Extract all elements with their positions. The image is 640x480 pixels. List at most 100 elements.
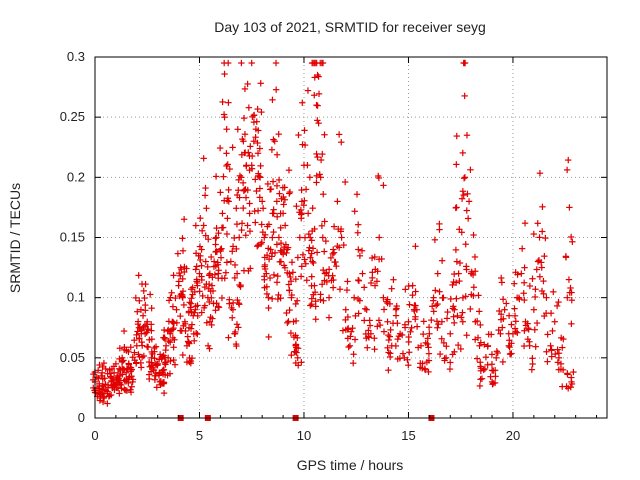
scatter-point	[138, 327, 145, 334]
scatter-point	[166, 370, 174, 377]
scatter-point	[291, 348, 298, 355]
scatter-point	[366, 317, 373, 324]
scatter-point	[177, 312, 184, 320]
scatter-point	[459, 309, 466, 316]
scatter-point	[252, 134, 259, 141]
scatter-point	[229, 144, 236, 151]
scatter-point	[263, 251, 271, 259]
scatter-point	[138, 338, 145, 346]
scatter-point	[473, 317, 481, 325]
scatter-point	[162, 342, 170, 349]
scatter-point	[543, 294, 550, 301]
scatter-point	[131, 337, 138, 344]
scatter-point	[511, 325, 519, 332]
scatter-point	[224, 59, 232, 67]
scatter-point	[269, 234, 276, 241]
scatter-point	[521, 327, 528, 334]
scatter-point	[392, 312, 400, 319]
scatter-point	[279, 184, 287, 191]
scatter-point	[343, 286, 351, 294]
scatter-point	[567, 284, 574, 292]
scatter-point	[190, 330, 197, 338]
scatter-point	[360, 284, 368, 291]
scatter-point	[436, 350, 444, 358]
scatter-point	[428, 316, 435, 324]
scatter-point	[559, 344, 566, 351]
scatter-point	[172, 294, 179, 302]
scatter-point	[248, 165, 256, 172]
scatter-point	[270, 228, 277, 236]
scatter-point	[213, 234, 220, 241]
scatter-point	[342, 306, 349, 313]
scatter-point	[477, 321, 484, 329]
scatter-point	[137, 306, 145, 313]
scatter-point	[463, 332, 470, 339]
scatter-point	[330, 249, 338, 256]
scatter-point	[298, 210, 305, 217]
scatter-point	[198, 276, 206, 284]
scatter-point	[514, 271, 521, 278]
scatter-point	[205, 236, 212, 243]
scatter-point	[205, 271, 213, 279]
scatter-point	[264, 180, 272, 188]
scatter-point	[134, 328, 141, 335]
scatter-point	[308, 295, 316, 302]
scatter-point	[388, 285, 395, 292]
scatter-point	[430, 308, 437, 315]
scatter-point	[215, 270, 222, 277]
scatter-point	[531, 293, 539, 301]
scatter-point	[518, 270, 525, 277]
scatter-point	[461, 174, 469, 181]
scatter-point	[319, 234, 326, 241]
scatter-point	[254, 150, 262, 157]
scatter-point	[314, 153, 321, 161]
scatter-point	[298, 263, 305, 270]
scatter-point	[198, 262, 205, 269]
scatter-point	[202, 258, 209, 265]
scatter-point	[565, 276, 573, 283]
scatter-point	[340, 241, 347, 249]
scatter-point	[289, 269, 297, 276]
scatter-point	[434, 324, 441, 331]
scatter-point	[160, 389, 168, 397]
scatter-point	[524, 335, 532, 343]
scatter-point	[525, 326, 532, 333]
data-points	[89, 59, 577, 421]
scatter-point	[102, 365, 109, 373]
scatter-point	[534, 220, 541, 227]
chart-title: Day 103 of 2021, SRMTID for receiver sey…	[214, 19, 486, 35]
scatter-point	[456, 259, 464, 267]
scatter-point	[365, 334, 373, 341]
scatter-point	[146, 363, 153, 370]
scatter-point	[100, 385, 108, 393]
scatter-point	[223, 126, 230, 133]
scatter-point	[384, 318, 391, 325]
scatter-point	[313, 249, 321, 256]
scatter-point	[511, 305, 518, 312]
scatter-point	[248, 152, 256, 160]
scatter-point	[308, 237, 315, 244]
scatter-point	[212, 307, 219, 314]
scatter-point	[225, 186, 232, 194]
scatter-point	[444, 308, 451, 316]
scatter-point	[242, 194, 250, 201]
scatter-point	[261, 273, 268, 280]
scatter-point	[394, 320, 401, 327]
scatter-point	[467, 166, 474, 173]
scatter-point	[186, 354, 193, 362]
y-tick-label: 0.25	[60, 109, 85, 124]
scatter-point	[431, 236, 439, 244]
scatter-point	[422, 339, 429, 347]
scatter-point	[319, 266, 327, 274]
scatter-point	[557, 360, 565, 368]
scatter-point	[349, 359, 357, 367]
x-tick-label: 5	[196, 428, 203, 443]
scatter-point	[165, 318, 173, 325]
scatter-point	[297, 273, 305, 280]
scatter-point	[313, 172, 320, 180]
scatter-point	[315, 119, 322, 127]
scatter-point	[499, 358, 507, 366]
x-tick-label: 10	[297, 428, 311, 443]
scatter-point	[309, 204, 316, 212]
